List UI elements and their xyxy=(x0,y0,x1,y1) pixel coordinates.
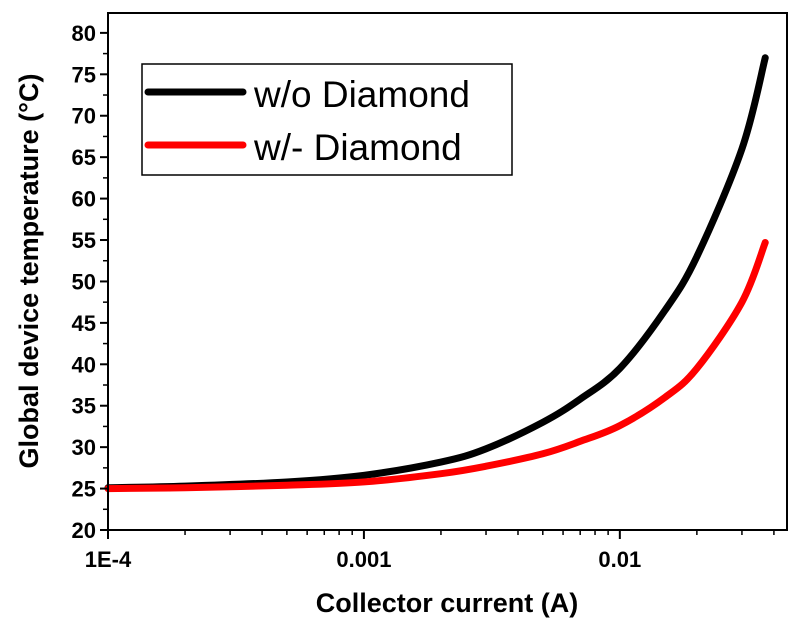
x-tick-label: 0.001 xyxy=(336,547,391,572)
y-tick-label: 65 xyxy=(72,145,96,170)
y-tick-label: 75 xyxy=(72,62,96,87)
x-axis: 1E-4 0.001 0.01 xyxy=(85,530,775,572)
x-tick-label: 0.01 xyxy=(598,547,641,572)
plot-frame xyxy=(107,12,788,531)
curves xyxy=(104,54,769,493)
series-line-1 xyxy=(104,239,769,493)
y-axis: 20 25 30 35 40 45 50 55 60 65 70 75 80 xyxy=(72,21,108,543)
legend-label-w-diamond: w/- Diamond xyxy=(253,127,462,168)
y-tick-label: 45 xyxy=(72,311,96,336)
y-tick-label: 25 xyxy=(72,477,96,502)
y-tick-label: 55 xyxy=(72,228,96,253)
y-tick-label: 40 xyxy=(72,352,96,377)
y-tick-label: 50 xyxy=(72,269,96,294)
y-axis-label: Global device temperature (°C) xyxy=(14,74,44,469)
y-tick-label: 80 xyxy=(72,21,96,46)
y-tick-label: 20 xyxy=(72,518,96,543)
y-tick-label: 30 xyxy=(72,435,96,460)
y-tick-label: 35 xyxy=(72,394,96,419)
x-axis-label: Collector current (A) xyxy=(316,588,579,618)
x-tick-label: 1E-4 xyxy=(85,547,132,572)
y-tick-label: 70 xyxy=(72,104,96,129)
legend-box xyxy=(141,63,513,176)
legend: w/o Diamond w/- Diamond xyxy=(141,63,513,176)
y-tick-label: 60 xyxy=(72,187,96,212)
legend-label-w-o-diamond: w/o Diamond xyxy=(253,74,470,115)
